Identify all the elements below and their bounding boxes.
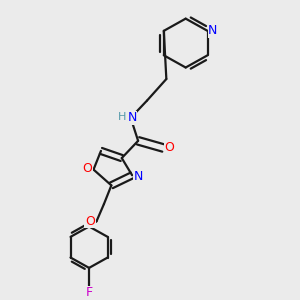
- Text: N: N: [208, 24, 218, 38]
- Text: F: F: [85, 286, 93, 299]
- Text: O: O: [82, 162, 92, 175]
- Text: N: N: [128, 111, 137, 124]
- Text: H: H: [118, 112, 127, 122]
- Text: N: N: [134, 170, 143, 183]
- Text: O: O: [164, 141, 174, 154]
- Text: O: O: [85, 215, 95, 228]
